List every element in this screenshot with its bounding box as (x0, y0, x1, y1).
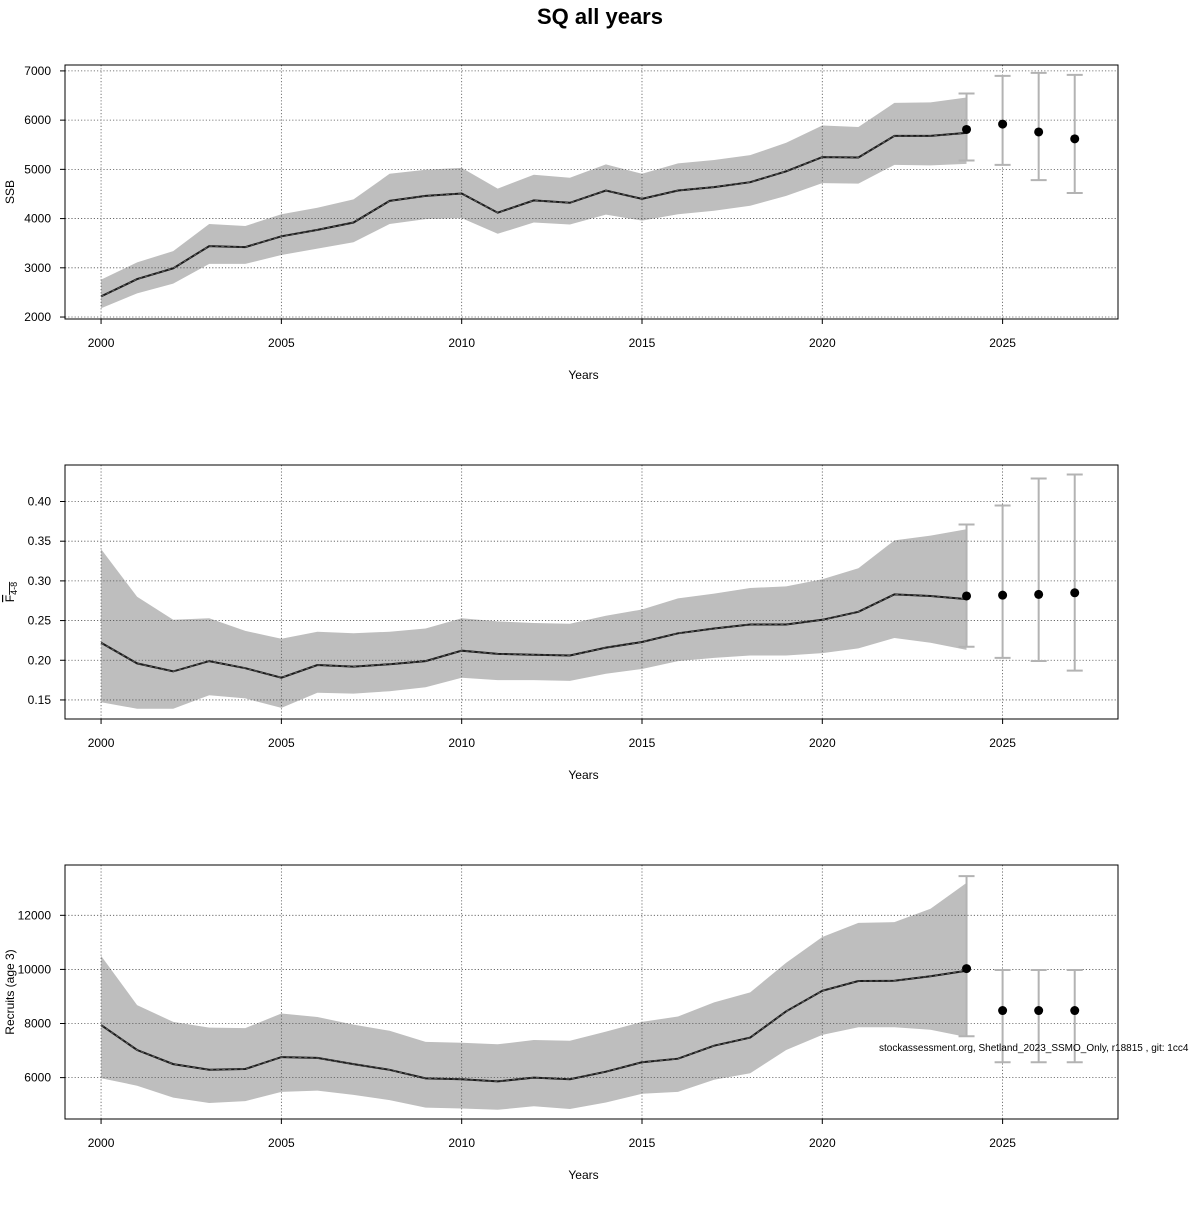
ssb-xtick-label-2020: 2020 (809, 336, 836, 350)
ssb-xtick-label-2015: 2015 (629, 336, 656, 350)
recruits-forecast-point-2026 (1034, 1006, 1044, 1016)
panels: 2000 2005 2010 2015 2020 2025 2000 3000 4000 5000… (3, 64, 1119, 1182)
recruits-xlabel: Years (568, 1168, 598, 1182)
ssb-forecast-point-2027 (1070, 134, 1080, 144)
f-ytick-label-2: 0.25 (28, 614, 52, 628)
recruits-frame (64, 864, 1119, 1120)
ssb-ytick-label-5: 7000 (24, 64, 51, 78)
f-forecast-point-2024 (962, 591, 972, 601)
f-ytick-label-4: 0.35 (28, 534, 52, 548)
recruits-xtick-label-2010: 2010 (448, 1136, 475, 1150)
f-confidence-band (101, 529, 967, 709)
recruits-ytick-label-0: 6000 (24, 1071, 51, 1085)
f-ylabel-main: F (3, 595, 17, 602)
ssb-ylabel: SSB (3, 180, 17, 204)
recruits-ytick-label-1: 8000 (24, 1017, 51, 1031)
ssb-frame (64, 64, 1119, 320)
ssb-ytick-label-4: 6000 (24, 113, 51, 127)
f-ytick-label-5: 0.40 (28, 495, 52, 509)
ssb-ytick-label-1: 3000 (24, 261, 51, 275)
f-panel: 2000 2005 2010 2015 2020 2025 0.15 0.20 0.25 0.30… (3, 464, 1119, 782)
f-frame (64, 464, 1119, 720)
recruits-xtick-label-2020: 2020 (809, 1136, 836, 1150)
ssb-ytick-label-0: 2000 (24, 310, 51, 324)
recruits-forecast-point-2027 (1070, 1006, 1080, 1016)
ssb-ytick-label-2: 4000 (24, 212, 51, 226)
recruits-xtick-label-2025: 2025 (989, 1136, 1016, 1150)
ssb-xtick-label-2005: 2005 (268, 336, 295, 350)
ssb-xtick-label-2010: 2010 (448, 336, 475, 350)
f-xtick-label-2005: 2005 (268, 736, 295, 750)
f-xtick-label-2025: 2025 (989, 736, 1016, 750)
f-xtick-label-2015: 2015 (629, 736, 656, 750)
recruits-estimate-line (100, 969, 967, 1083)
f-xtick-label-2020: 2020 (809, 736, 836, 750)
ssb-forecast-point-2026 (1034, 127, 1044, 137)
f-ylabel: F4-8 (3, 582, 19, 602)
f-xtick-label-2010: 2010 (448, 736, 475, 750)
f-xlabel: Years (568, 768, 598, 782)
recruits-ylabel: Recruits (age 3) (3, 949, 17, 1034)
recruits-forecast-point-2025 (998, 1006, 1008, 1016)
ssb-forecast-point-2025 (998, 119, 1008, 129)
recruits-panel: 2000 2005 2010 2015 2020 2025 6000 8000 10000 120… (3, 864, 1119, 1182)
figure-title: SQ all years (537, 4, 663, 29)
ssb-forecast-point-2024 (962, 124, 972, 134)
ssb-xlabel: Years (568, 368, 598, 382)
ssb-xtick-label-2000: 2000 (88, 336, 115, 350)
recruits-confidence-band (101, 882, 967, 1110)
ssb-ytick-label-3: 5000 (24, 162, 51, 176)
f-forecast-point-2025 (998, 590, 1008, 600)
recruits-xtick-label-2000: 2000 (88, 1136, 115, 1150)
ssb-estimate-dash (100, 132, 967, 297)
f-ytick-label-1: 0.20 (28, 653, 52, 667)
recruits-ytick-label-3: 12000 (18, 908, 52, 922)
f-forecast-point-2027 (1070, 588, 1080, 598)
f-ytick-label-0: 0.15 (28, 693, 52, 707)
f-estimate-dash (100, 593, 967, 679)
recruits-forecast-point-2024 (962, 964, 972, 974)
f-ytick-label-3: 0.30 (28, 574, 52, 588)
recruits-xtick-label-2015: 2015 (629, 1136, 656, 1150)
credit-text: stockassessment.org, Shetland_2023_SSMO_… (879, 1043, 1189, 1054)
recruits-ytick-label-2: 10000 (18, 962, 52, 976)
recruits-xtick-label-2005: 2005 (268, 1136, 295, 1150)
ssb-confidence-band (101, 97, 967, 309)
f-forecast-point-2026 (1034, 589, 1044, 599)
f-xtick-label-2000: 2000 (88, 736, 115, 750)
ssb-xtick-label-2025: 2025 (989, 336, 1016, 350)
ssb-panel: 2000 2005 2010 2015 2020 2025 2000 3000 4000 5000… (3, 64, 1119, 382)
f-ylabel-sub: 4-8 (9, 582, 19, 595)
